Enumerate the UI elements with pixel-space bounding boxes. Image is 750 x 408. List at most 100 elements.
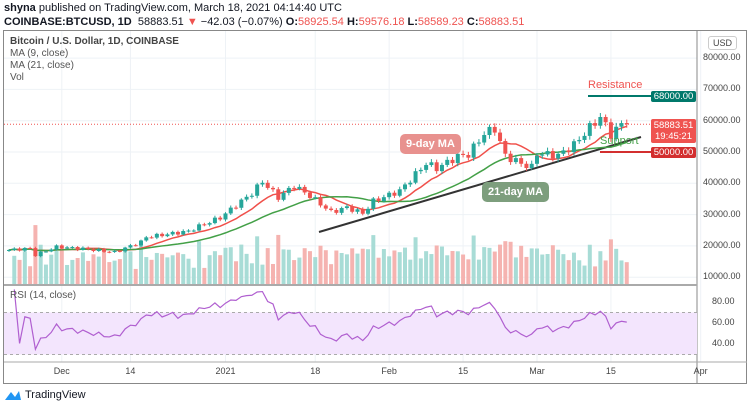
volume-bar bbox=[165, 257, 170, 284]
currency-button[interactable]: USD bbox=[708, 36, 738, 50]
volume-bar bbox=[334, 250, 339, 284]
candle bbox=[339, 208, 344, 213]
candle bbox=[366, 208, 371, 214]
price-axis-label: 70000.00 bbox=[703, 83, 741, 94]
candle bbox=[556, 153, 561, 159]
candle bbox=[228, 207, 233, 214]
candle bbox=[408, 182, 413, 185]
candle bbox=[587, 123, 592, 136]
volume-bar bbox=[207, 255, 212, 284]
candle bbox=[376, 198, 381, 201]
volume-bar bbox=[292, 260, 297, 284]
candle bbox=[360, 209, 365, 214]
candle bbox=[117, 250, 122, 252]
candle bbox=[207, 223, 212, 225]
ma21-annotation: 21-day MA bbox=[482, 182, 550, 202]
candle bbox=[144, 237, 149, 241]
candle bbox=[38, 251, 43, 257]
candle bbox=[271, 187, 275, 190]
volume-bar bbox=[260, 264, 265, 284]
volume-bar bbox=[144, 257, 149, 284]
candle bbox=[286, 187, 291, 193]
candle bbox=[70, 247, 75, 249]
candle bbox=[434, 162, 439, 172]
volume-bar bbox=[381, 249, 386, 284]
volume-bar bbox=[450, 250, 455, 284]
volume-bar bbox=[59, 248, 64, 284]
tradingview-logo[interactable]: TradingView bbox=[4, 389, 86, 401]
candle bbox=[186, 230, 191, 232]
candle bbox=[107, 251, 112, 253]
volume-bar bbox=[571, 252, 576, 284]
ma9-annotation: 9-day MA bbox=[400, 134, 461, 154]
volume-bar bbox=[350, 248, 355, 284]
candle bbox=[619, 123, 624, 127]
volume-bar bbox=[70, 259, 75, 284]
candle bbox=[22, 247, 27, 251]
candle bbox=[545, 151, 550, 155]
volume-bar bbox=[197, 241, 202, 284]
volume-bar bbox=[587, 244, 592, 284]
candle bbox=[154, 233, 159, 238]
candle bbox=[234, 207, 239, 209]
volume-bar bbox=[54, 250, 59, 284]
volume-bar bbox=[181, 254, 186, 284]
candle bbox=[170, 231, 175, 235]
candle bbox=[149, 237, 154, 239]
candle bbox=[603, 116, 608, 123]
candle bbox=[476, 142, 481, 144]
volume-bar bbox=[471, 235, 476, 284]
candle bbox=[265, 182, 270, 188]
candle bbox=[482, 135, 487, 143]
volume-bar bbox=[49, 254, 54, 284]
candle bbox=[49, 249, 54, 252]
volume-bar bbox=[223, 247, 228, 284]
candle bbox=[387, 192, 392, 198]
candle bbox=[313, 197, 318, 199]
volume-bar bbox=[297, 257, 302, 284]
volume-bar bbox=[392, 250, 397, 284]
candle bbox=[577, 139, 582, 142]
publish-info: shyna published on TradingView.com, Marc… bbox=[4, 2, 342, 14]
candle bbox=[244, 196, 249, 200]
candle bbox=[624, 123, 629, 125]
time-axis-label: 15 bbox=[458, 366, 469, 376]
volume-bar bbox=[28, 266, 33, 284]
candle bbox=[614, 126, 619, 139]
candle bbox=[571, 141, 576, 153]
trend-line bbox=[318, 136, 642, 233]
candle bbox=[344, 206, 349, 209]
price-axis-label: 60000.00 bbox=[703, 114, 741, 125]
volume-bar bbox=[556, 249, 561, 284]
volume-bar bbox=[487, 247, 492, 284]
candle bbox=[318, 197, 323, 206]
volume-bar bbox=[461, 254, 466, 284]
volume-bar bbox=[117, 259, 122, 284]
volume-bar bbox=[445, 255, 450, 284]
volume-bar bbox=[540, 254, 545, 284]
volume-bar bbox=[107, 262, 112, 284]
volume-bar bbox=[582, 265, 587, 284]
candle bbox=[297, 186, 302, 189]
candle bbox=[86, 247, 91, 250]
rsi-axis-label: 60.00 bbox=[712, 317, 735, 327]
candle bbox=[566, 150, 571, 153]
volume-bar bbox=[307, 251, 312, 284]
candle bbox=[249, 195, 254, 197]
volume-bar bbox=[186, 258, 191, 284]
volume-bar bbox=[43, 264, 48, 284]
support-label: Support bbox=[600, 135, 639, 147]
candle bbox=[54, 245, 59, 250]
volume-bar bbox=[476, 259, 481, 284]
price-axis-label: 30000.00 bbox=[703, 208, 741, 219]
candle bbox=[540, 154, 545, 156]
volume-bar bbox=[418, 258, 423, 284]
candle bbox=[302, 186, 307, 193]
chart-frame[interactable] bbox=[3, 30, 747, 384]
tradingview-logo-icon bbox=[5, 391, 21, 400]
volume-bar bbox=[524, 256, 529, 284]
volume-bar bbox=[313, 257, 318, 284]
candle bbox=[223, 213, 228, 220]
volume-bar bbox=[355, 253, 360, 284]
